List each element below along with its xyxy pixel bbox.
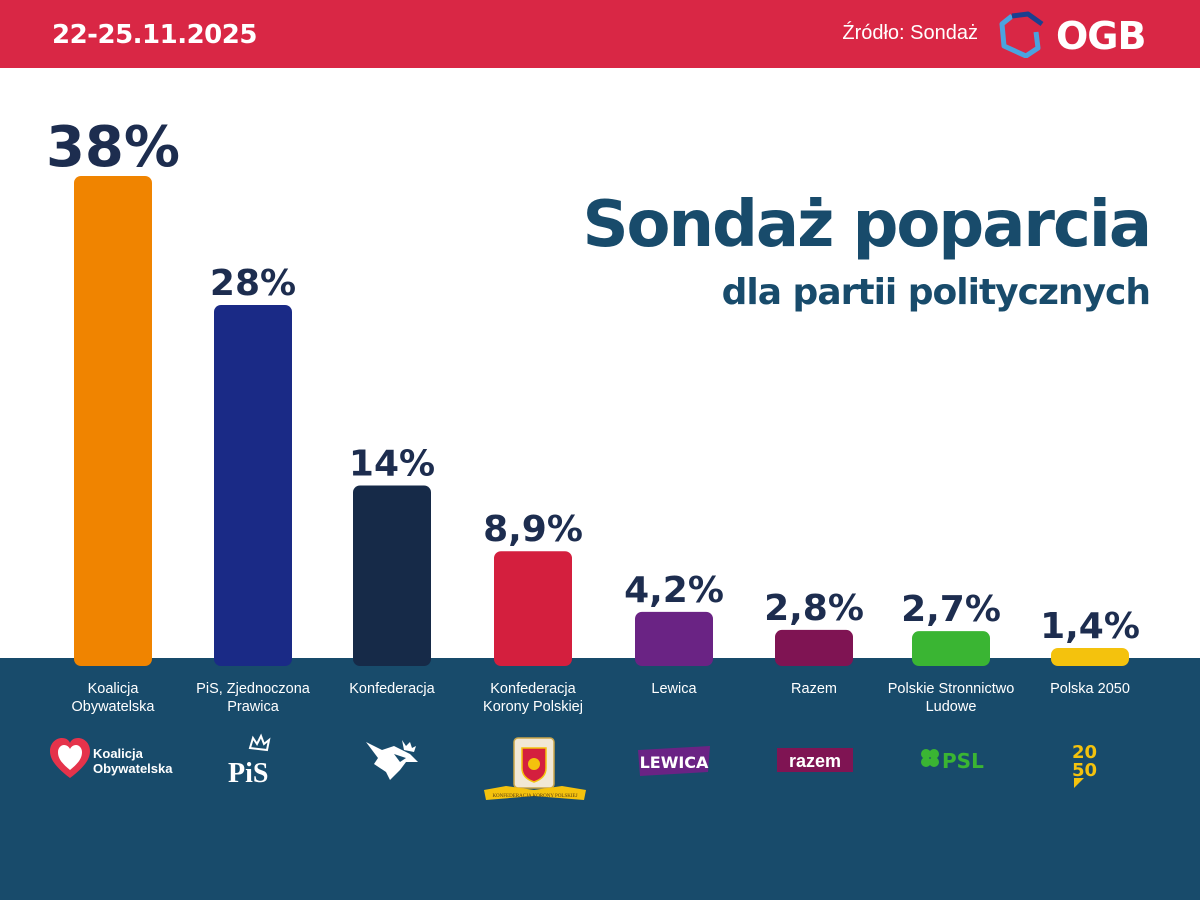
category-label-2: PiS, Zjednoczona Prawica [196, 681, 310, 715]
category-label-5: Lewica [651, 681, 697, 697]
bar-1 [74, 176, 152, 666]
ko-logo-line2: Obywatelska [93, 761, 173, 776]
ko-logo-line1: Koalicja [93, 746, 144, 761]
value-label-7: 2,7% [901, 589, 1001, 630]
bar-2 [214, 304, 292, 666]
value-label-5: 4,2% [624, 570, 724, 611]
kkp-logo-text: KONFEDERACJA KORONY POLSKIEJ [492, 794, 577, 799]
bar-7 [912, 631, 990, 666]
p2050-logo-line2: 50 [1072, 760, 1097, 781]
value-label-3: 14% [349, 443, 435, 484]
category-label-8: Polska 2050 [1050, 681, 1130, 697]
bar-5 [635, 611, 713, 666]
ogb-logo: OGB [999, 11, 1146, 58]
razem-logo: razem [777, 748, 853, 772]
value-label-6: 2,8% [764, 588, 864, 629]
coat-of-arms-icon: KONFEDERACJA KORONY POLSKIEJ [484, 737, 586, 800]
heart-icon: Koalicja Obywatelska [50, 738, 173, 778]
bar-4 [494, 551, 572, 666]
eagle-icon [366, 740, 418, 780]
footer-panel [0, 658, 1200, 900]
category-label-1: Koalicja Obywatelska [71, 681, 155, 715]
chart-subtitle: dla partii politycznych [721, 272, 1151, 313]
lewica-logo-text: LEWICA [640, 753, 709, 772]
value-label-4: 8,9% [483, 509, 583, 550]
psl-logo-text: PSL [942, 749, 984, 773]
bar-6 [775, 629, 853, 666]
polska2050-logo: 20 50 [1072, 742, 1097, 788]
source-text: Źródło: Sondaż [842, 22, 978, 44]
top-bar: 22-25.11.2025 Źródło: Sondaż OGB [0, 0, 1200, 68]
category-label-3: Konfederacja [349, 681, 435, 697]
poll-date: 22-25.11.2025 [52, 20, 257, 50]
bar-3 [353, 485, 431, 666]
category-label-7: Polskie Stronnictwo Ludowe [887, 681, 1015, 715]
bar-8 [1051, 647, 1129, 666]
lewica-logo: LEWICA [638, 746, 710, 776]
chart-title: Sondaż poparcia [582, 188, 1152, 262]
category-label-6: Razem [791, 681, 837, 697]
value-label-8: 1,4% [1040, 606, 1140, 647]
razem-logo-text: razem [789, 751, 841, 771]
pis-crown-icon: PiS [228, 733, 271, 786]
ogb-logo-text: OGB [1056, 14, 1145, 58]
category-label-4: Konfederacja Korony Polskiej [483, 681, 583, 715]
p2050-logo-line1: 20 [1072, 742, 1097, 763]
value-label-1: 38% [46, 115, 180, 180]
value-label-2: 28% [210, 263, 296, 304]
pis-logo-text: PiS [228, 758, 268, 786]
clover-icon: PSL [921, 749, 984, 773]
